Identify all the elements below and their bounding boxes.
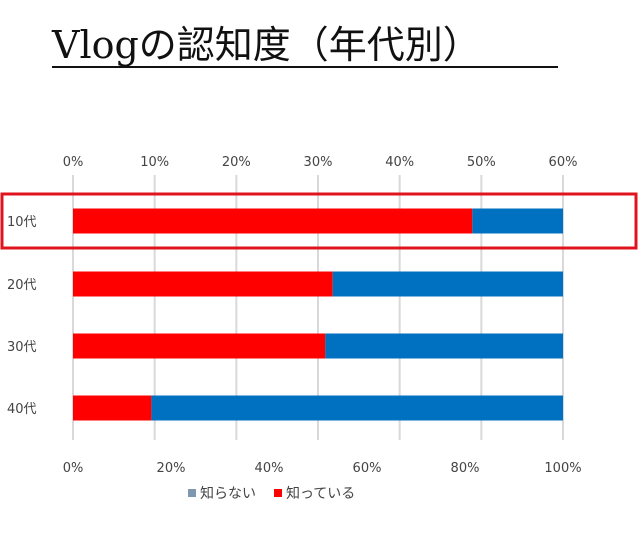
bottom-tick-label: 20% bbox=[157, 461, 186, 476]
bottom-tick-label: 60% bbox=[353, 461, 382, 476]
highlight-box bbox=[0, 192, 638, 250]
top-tick-label: 10% bbox=[140, 155, 169, 170]
category-label: 10代 bbox=[7, 215, 37, 230]
category-labels: 10代 20代 30代 40代 bbox=[7, 215, 37, 417]
bar-known bbox=[73, 333, 326, 359]
bottom-tick-label: 80% bbox=[451, 461, 480, 476]
legend-item: 知っている bbox=[274, 483, 355, 503]
bar-unknown bbox=[332, 271, 563, 297]
legend-label: 知らない bbox=[200, 486, 256, 502]
title-underline bbox=[52, 66, 558, 68]
legend-label: 知っている bbox=[286, 486, 356, 502]
chart-title: Vlogの認知度（年代別） bbox=[52, 23, 481, 67]
legend: 知らない 知っている bbox=[188, 483, 355, 503]
bottom-tick-label: 100% bbox=[544, 461, 581, 476]
bar-known bbox=[73, 395, 152, 421]
top-tick-label: 50% bbox=[467, 155, 496, 170]
bottom-axis-ticks: 0% 20% 40% 60% 80% 100% bbox=[63, 461, 582, 476]
bar-unknown bbox=[325, 333, 563, 359]
top-tick-label: 0% bbox=[63, 155, 84, 170]
bar-unknown bbox=[472, 208, 563, 234]
bar-known bbox=[73, 208, 473, 234]
category-label: 30代 bbox=[7, 340, 37, 355]
legend-swatch bbox=[188, 489, 196, 497]
top-tick-label: 30% bbox=[304, 155, 333, 170]
top-tick-label: 20% bbox=[222, 155, 251, 170]
top-tick-label: 40% bbox=[385, 155, 414, 170]
legend-swatch bbox=[274, 489, 282, 497]
bottom-tick-label: 0% bbox=[63, 461, 84, 476]
bars bbox=[73, 208, 563, 421]
top-tick-label: 60% bbox=[549, 155, 578, 170]
category-label: 20代 bbox=[7, 278, 37, 293]
category-label: 40代 bbox=[7, 402, 37, 417]
bar-known bbox=[73, 271, 333, 297]
bottom-tick-label: 40% bbox=[255, 461, 284, 476]
bar-unknown bbox=[151, 395, 563, 421]
legend-item: 知らない bbox=[188, 483, 256, 503]
top-axis-ticks: 0% 10% 20% 30% 40% 50% 60% bbox=[63, 155, 578, 170]
